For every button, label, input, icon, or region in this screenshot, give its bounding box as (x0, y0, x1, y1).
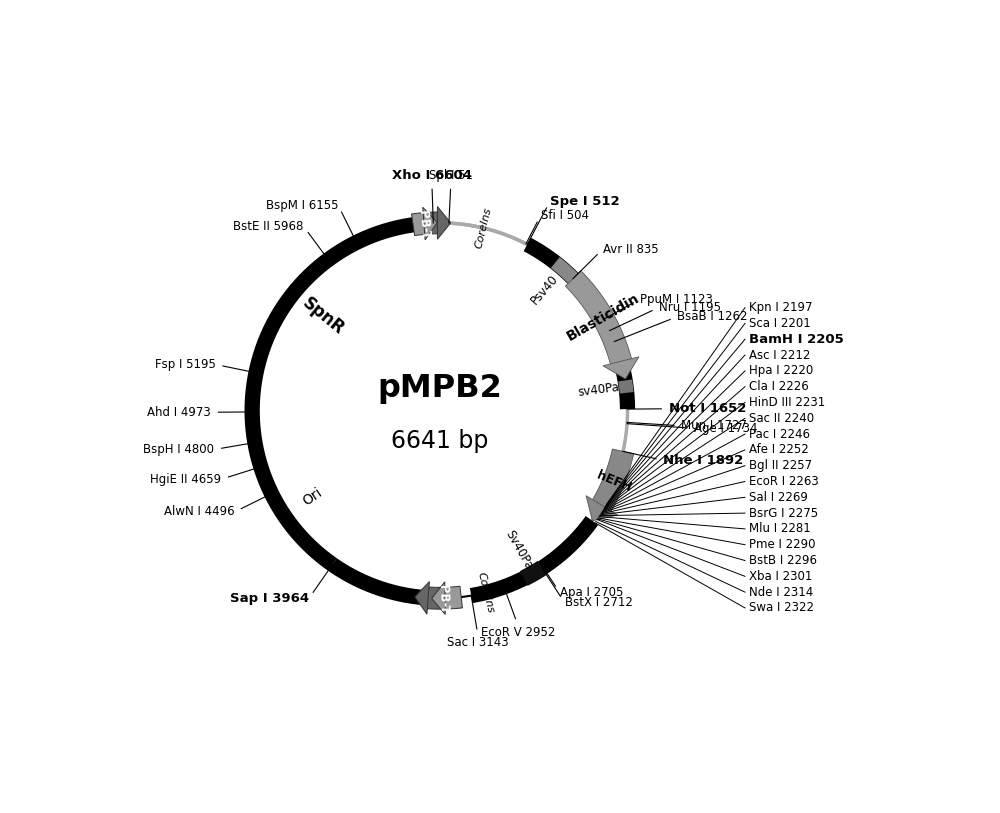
Text: BsaB I 1262: BsaB I 1262 (677, 310, 748, 323)
Text: 3'PB-TR: 3'PB-TR (415, 198, 432, 249)
Text: Sv40Pa: Sv40Pa (503, 528, 535, 572)
Text: BspH I 4800: BspH I 4800 (143, 443, 214, 456)
Text: Asc I 2212: Asc I 2212 (749, 349, 810, 362)
Text: PpuM I 1123: PpuM I 1123 (640, 293, 713, 306)
Text: Swa I 2322: Swa I 2322 (749, 602, 814, 615)
Text: Xba I 2301: Xba I 2301 (749, 570, 812, 583)
Text: sv40Pa: sv40Pa (577, 381, 621, 399)
Text: Sac II 2240: Sac II 2240 (749, 411, 814, 424)
Text: Sca I 2201: Sca I 2201 (749, 317, 810, 330)
Text: BspM I 6155: BspM I 6155 (266, 199, 338, 212)
Polygon shape (415, 581, 429, 614)
Polygon shape (442, 586, 462, 609)
Text: Pme I 2290: Pme I 2290 (749, 538, 815, 551)
Text: Nhe I 1892: Nhe I 1892 (663, 454, 744, 467)
Text: EcoR V 2952: EcoR V 2952 (481, 626, 555, 639)
Text: Spe I 512: Spe I 512 (550, 195, 620, 208)
Text: BamH I 2205: BamH I 2205 (749, 333, 843, 346)
Text: Age I 1734: Age I 1734 (694, 422, 758, 435)
Text: BstE II 5968: BstE II 5968 (233, 220, 304, 233)
Text: Ori: Ori (300, 485, 325, 509)
Polygon shape (432, 582, 445, 615)
Text: Kpn I 2197: Kpn I 2197 (749, 301, 812, 314)
Text: BsrG I 2275: BsrG I 2275 (749, 506, 818, 520)
Text: 5'PB-TR: 5'PB-TR (437, 573, 450, 624)
Polygon shape (603, 357, 639, 379)
Text: Fsp I 5195: Fsp I 5195 (155, 358, 216, 371)
Text: SpnR: SpnR (299, 293, 348, 338)
Text: Hpa I 2220: Hpa I 2220 (749, 364, 813, 377)
Text: Cla I 2226: Cla I 2226 (749, 380, 808, 393)
Text: Sfi I 504: Sfi I 504 (541, 209, 589, 222)
Text: CoreIns: CoreIns (476, 571, 496, 614)
Text: HinD III 2231: HinD III 2231 (749, 396, 825, 409)
Text: Psv40: Psv40 (529, 272, 561, 307)
Text: CoreIns: CoreIns (474, 207, 494, 250)
Text: 6641 bp: 6641 bp (391, 428, 489, 453)
Text: Spl I 51: Spl I 51 (429, 169, 473, 182)
Text: Bgl II 2257: Bgl II 2257 (749, 459, 812, 472)
Text: EcoR I 2263: EcoR I 2263 (749, 475, 818, 488)
Text: BstB I 2296: BstB I 2296 (749, 554, 817, 567)
Text: BstX I 2712: BstX I 2712 (565, 596, 632, 609)
Text: AlwN I 4496: AlwN I 4496 (164, 506, 235, 519)
Text: Xho I 6604: Xho I 6604 (392, 169, 472, 182)
Polygon shape (426, 212, 440, 234)
Polygon shape (423, 207, 437, 240)
Text: Avr II 835: Avr II 835 (603, 243, 658, 256)
Polygon shape (591, 449, 634, 513)
Text: Ahd I 4973: Ahd I 4973 (147, 406, 211, 419)
Polygon shape (425, 587, 443, 609)
Polygon shape (565, 271, 632, 367)
Text: pMPB2: pMPB2 (377, 373, 502, 404)
Text: HgiE II 4659: HgiE II 4659 (150, 472, 221, 485)
Text: Blasticidin: Blasticidin (564, 291, 642, 344)
Text: Sac I 3143: Sac I 3143 (447, 637, 509, 650)
Polygon shape (586, 496, 618, 521)
Polygon shape (437, 207, 451, 239)
Text: Nde I 2314: Nde I 2314 (749, 585, 813, 598)
Text: Sal I 2269: Sal I 2269 (749, 491, 808, 504)
Text: Apa I 2705: Apa I 2705 (560, 586, 623, 599)
Polygon shape (412, 212, 427, 236)
Text: Mun I 1727: Mun I 1727 (681, 420, 747, 433)
Text: Sap I 3964: Sap I 3964 (230, 592, 309, 605)
Text: Pac I 2246: Pac I 2246 (749, 428, 810, 441)
Text: Afe I 2252: Afe I 2252 (749, 443, 808, 456)
Text: Mlu I 2281: Mlu I 2281 (749, 523, 810, 536)
Text: Not I 1652: Not I 1652 (669, 402, 746, 415)
Text: Nru I 1195: Nru I 1195 (659, 301, 721, 314)
Text: hEFH: hEFH (594, 468, 633, 494)
